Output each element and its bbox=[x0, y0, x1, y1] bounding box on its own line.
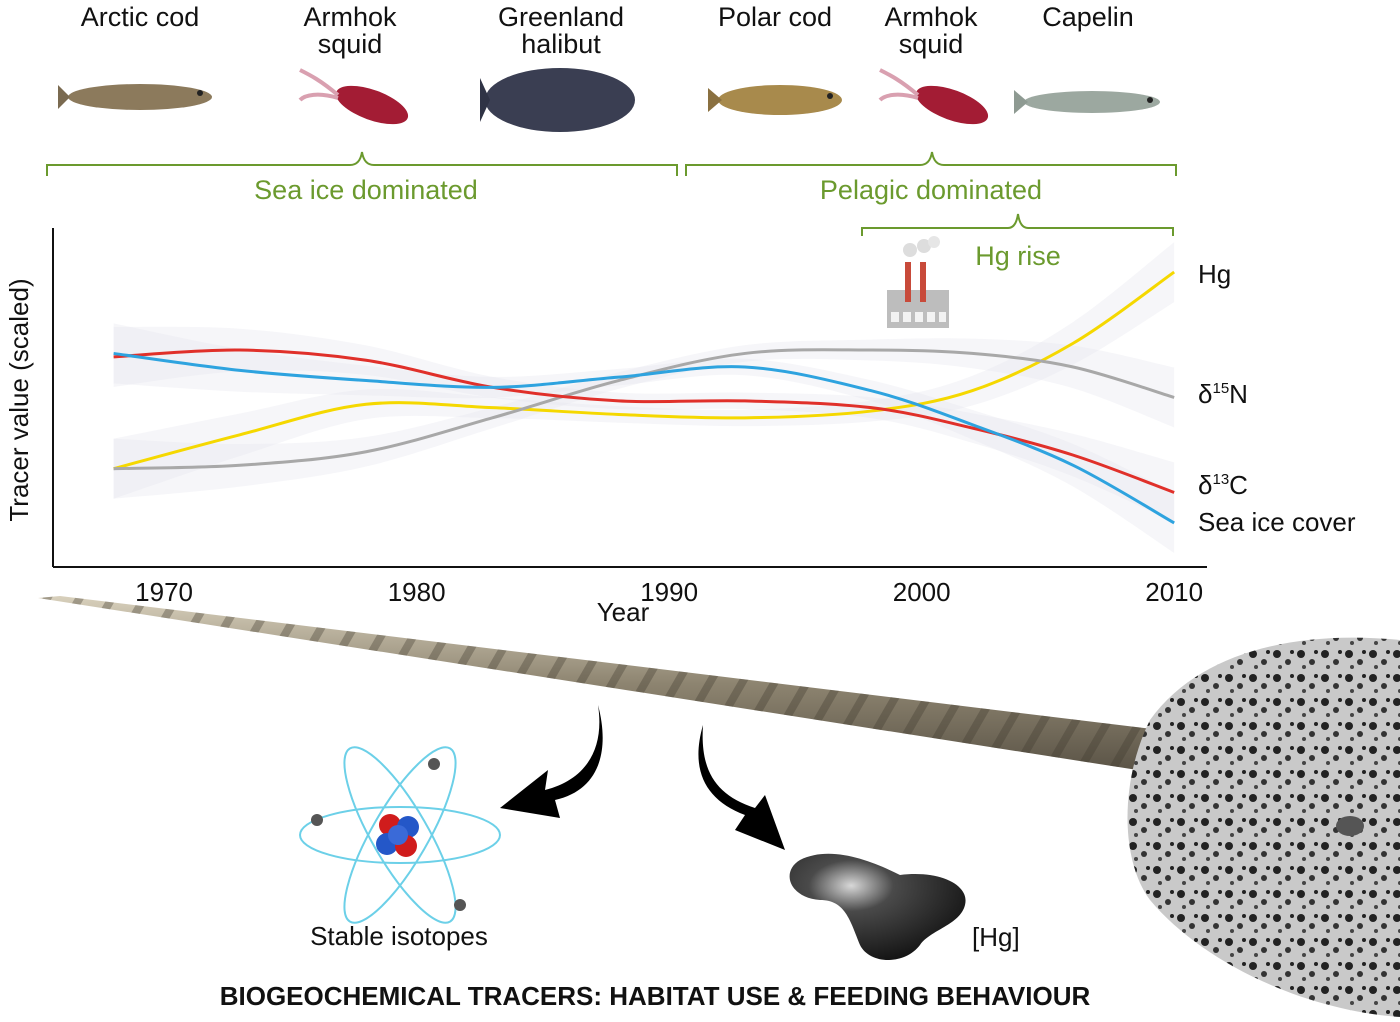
x-axis-label: Year bbox=[597, 597, 650, 627]
polar-cod-fish-icon bbox=[708, 85, 842, 115]
x-tick-label: 1970 bbox=[135, 577, 193, 607]
hg-label: [Hg] bbox=[972, 922, 1020, 952]
armhok-squid-icon bbox=[880, 70, 993, 132]
atom-icon bbox=[300, 734, 500, 935]
species-name: Greenland bbox=[498, 2, 624, 32]
sea-ice-bracket bbox=[47, 152, 677, 176]
pelagic-bracket bbox=[686, 152, 1176, 176]
x-tick-label: 2000 bbox=[893, 577, 951, 607]
greenland-halibut-fish-icon bbox=[480, 68, 635, 132]
hg-rise-label: Hg rise bbox=[975, 241, 1061, 271]
factory-icon bbox=[887, 236, 949, 328]
mercury-drop-icon bbox=[790, 854, 966, 960]
hg-rise-bracket bbox=[862, 214, 1173, 236]
arrow-to-mercury-icon bbox=[698, 725, 785, 850]
series-label-d15n: δ15N bbox=[1198, 379, 1248, 409]
capelin-fish-icon bbox=[1014, 90, 1160, 114]
series-label-d13c: δ13C bbox=[1198, 470, 1248, 500]
species-name: squid bbox=[318, 29, 383, 59]
species-name: Armhok bbox=[303, 2, 397, 32]
narwhal-head bbox=[1128, 638, 1400, 1017]
species-name: Polar cod bbox=[718, 2, 832, 32]
series-label-sea_ice: Sea ice cover bbox=[1198, 507, 1356, 537]
species-name: Armhok bbox=[884, 2, 978, 32]
arrow-to-isotopes-icon bbox=[500, 705, 603, 818]
sea-ice-dominated-label: Sea ice dominated bbox=[254, 175, 478, 205]
x-tick-label: 1980 bbox=[388, 577, 446, 607]
armhok-squid-icon bbox=[300, 70, 413, 132]
arctic-cod-fish-icon bbox=[58, 84, 212, 110]
species-name: halibut bbox=[521, 29, 601, 59]
species-name: squid bbox=[899, 29, 964, 59]
y-axis-label: Tracer value (scaled) bbox=[4, 278, 34, 521]
series-label-hg: Hg bbox=[1198, 259, 1231, 289]
species-name: Arctic cod bbox=[81, 2, 200, 32]
species-name: Capelin bbox=[1042, 2, 1134, 32]
figure-title: BIOGEOCHEMICAL TRACERS: HABITAT USE & FE… bbox=[220, 981, 1091, 1011]
x-tick-label: 2010 bbox=[1145, 577, 1203, 607]
stable-isotopes-label: Stable isotopes bbox=[310, 921, 488, 951]
pelagic-dominated-label: Pelagic dominated bbox=[820, 175, 1042, 205]
